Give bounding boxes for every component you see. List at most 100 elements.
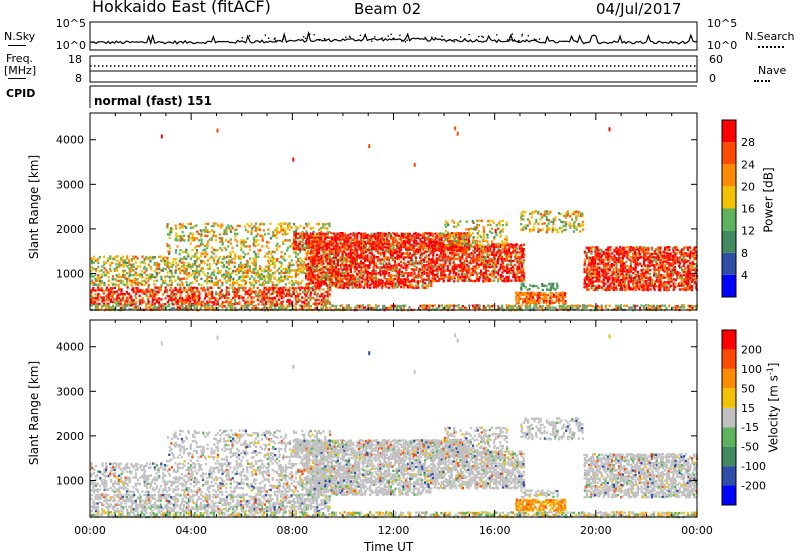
power-pixel [381,236,384,239]
power-pixel [528,295,531,298]
power-pixel [465,232,468,235]
power-pixel [200,287,203,290]
power-pixel [257,293,260,296]
power-pixel [326,286,329,289]
power-pixel [612,286,615,289]
power-pixel [391,274,394,277]
power-pixel [120,293,123,296]
power-pixel [299,261,302,264]
power-pixel [198,296,201,300]
power-pixel [478,272,481,275]
power-pixel [543,284,546,287]
power-pixel [442,242,445,245]
power-pixel [442,240,446,243]
power-pixel [484,247,487,251]
power-pixel [375,240,378,244]
power-pixel [619,272,622,276]
power-pixel [349,254,353,257]
power-pixel [519,291,522,294]
power-pixel [281,229,285,232]
power-pixel [101,299,104,302]
power-pixel [299,264,302,267]
power-pixel [657,252,660,255]
power-pixel [620,286,623,289]
power-pixel [402,280,405,284]
power-pixel [267,267,270,270]
power-pixel [310,246,313,249]
nsearch-point [464,37,466,40]
power-pixel [522,267,525,270]
power-pixel [375,266,378,269]
power-pixel [221,301,224,304]
power-pixel [200,233,203,236]
power-pixel [336,262,339,265]
power-pixel [377,246,380,249]
power-pixel [390,242,393,246]
power-pixel [507,249,510,253]
power-pixel [307,302,311,306]
power-pixel [454,234,458,237]
power-pixel [292,290,295,294]
power-pixel [339,266,342,270]
power-pixel [136,257,139,260]
power-pixel [493,238,496,241]
nsearch-point [521,35,523,37]
power-pixel [343,250,346,253]
power-pixel [465,249,468,253]
power-pixel [183,271,186,275]
power-pixel [157,286,160,289]
power-pixel [90,265,93,269]
power-pixel [179,296,182,300]
power-pixel [194,246,197,249]
power-pixel [660,264,663,267]
power-pixel [638,284,641,288]
power-pixel [596,258,599,261]
power-pixel [413,238,416,242]
power-pixel [641,288,644,292]
power-pixel [311,262,314,265]
power-pixel [632,260,635,264]
power-pixel [263,286,266,289]
power-pixel [400,285,403,289]
power-pixel [627,250,630,254]
power-pixel [349,258,352,261]
power-pixel [411,234,414,238]
power-pixel [313,256,316,259]
power-pixel [602,252,605,256]
power-pixel [312,264,315,267]
nsearch-point [349,36,352,39]
power-pixel [444,245,447,248]
power-pixel [166,225,169,228]
power-pixel [402,272,405,275]
power-pixel [454,273,457,276]
power-pixel [360,254,363,257]
power-pixel [196,301,199,304]
power-pixel [193,260,196,263]
power-pixel [590,250,593,253]
power-pixel [109,298,113,302]
power-pixel [355,280,358,284]
power-pixel [459,232,462,235]
power-pixel [102,292,105,295]
power-pixel [229,273,232,276]
power-pixel [631,280,634,283]
power-pixel [606,252,609,255]
power-pixel [114,255,117,259]
power-pixel [316,284,319,287]
power-pixel [128,267,131,270]
nsearch-point [506,39,509,41]
power-pixel [311,266,314,269]
power-pixel [449,236,452,239]
power-pixel [151,291,154,294]
power-pixel [288,291,291,294]
power-pixel [307,246,310,250]
power-pixel [92,257,95,261]
power-pixel [520,271,523,274]
power-pixel [476,258,479,261]
power-pixel [475,263,478,267]
power-pixel [626,252,629,255]
power-pixel [449,243,452,247]
power-pixel [591,284,594,287]
power-pixel [600,286,603,289]
power-pixel [350,242,353,245]
